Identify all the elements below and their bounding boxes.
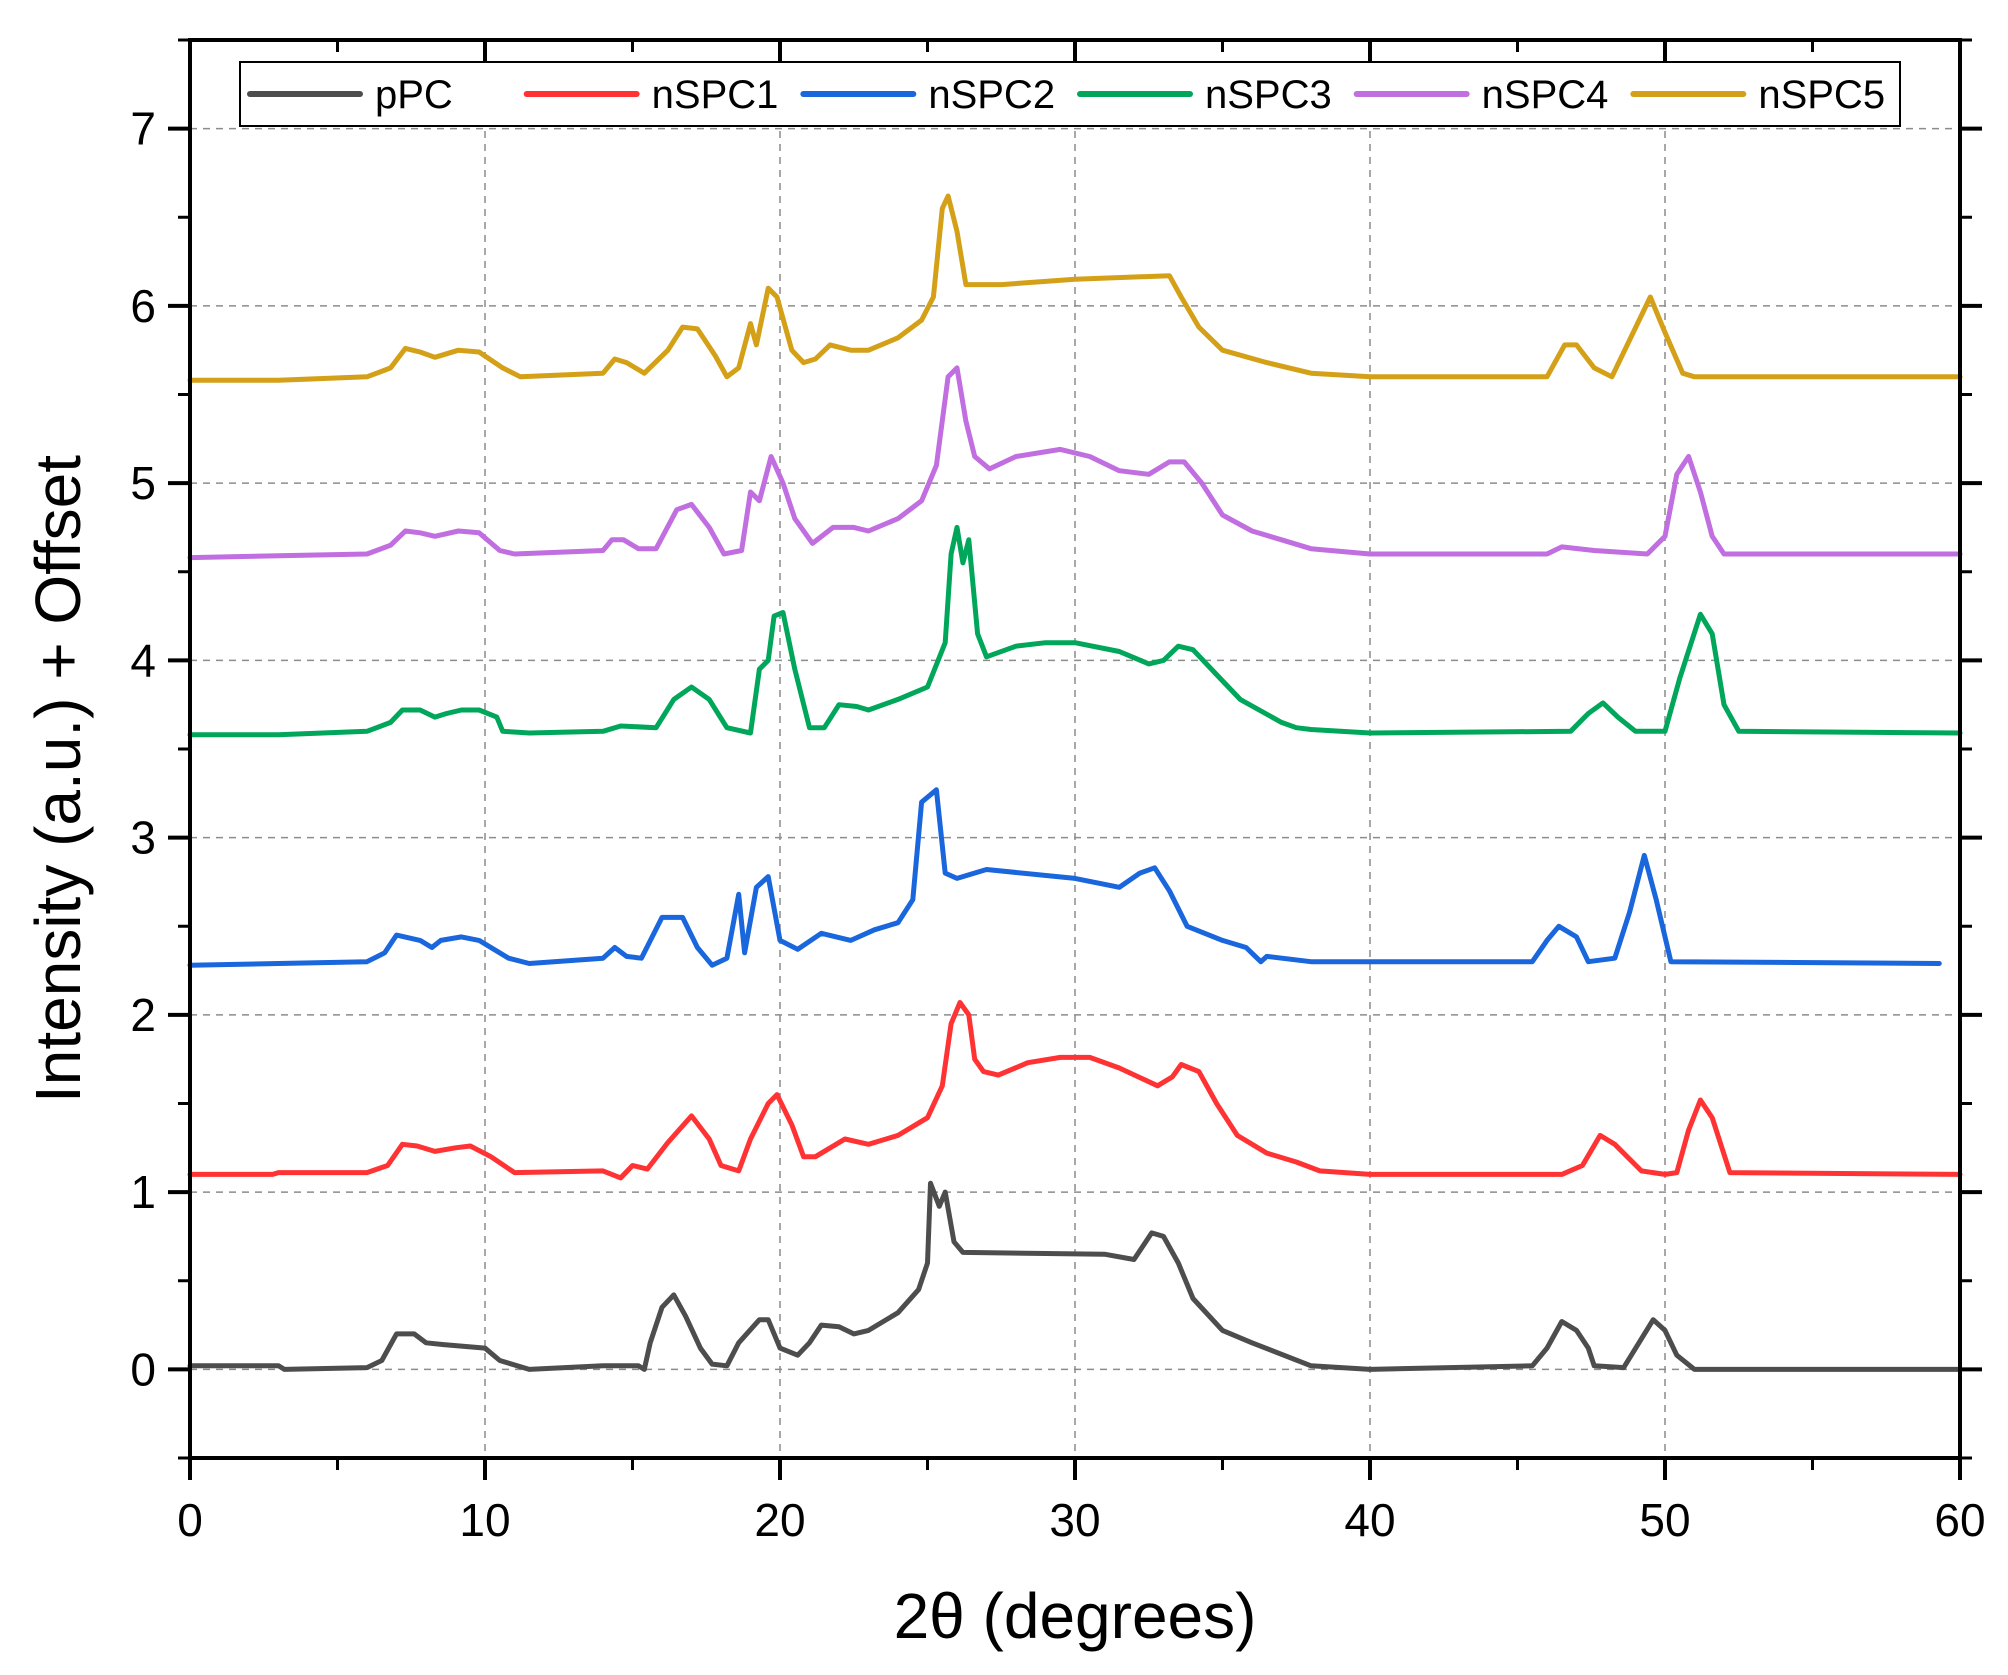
grid-lines [190,40,1960,1458]
y-tick-label: 6 [130,280,156,332]
x-tick-label: 60 [1934,1494,1985,1546]
series-lines [187,193,1963,1372]
series-line-nSPC5 [187,193,1963,383]
x-tick-label: 0 [177,1494,203,1546]
legend-label: nSPC2 [928,73,1055,117]
legend-label: pPC [375,73,453,117]
legend-label: nSPC4 [1482,73,1609,117]
y-tick-label: 3 [130,812,156,864]
series-line-nSPC1 [187,1000,1963,1181]
x-tick-label: 20 [754,1494,805,1546]
y-tick-label: 0 [130,1343,156,1395]
axes: 0 10 20 30 40 50 60 0 1 2 3 4 5 6 7 [130,38,1986,1546]
series-line-nSPC3 [187,524,1963,738]
x-tick-label: 50 [1639,1494,1690,1546]
x-tick-label: 40 [1344,1494,1395,1546]
x-tick-label: 10 [459,1494,510,1546]
legend-label: nSPC1 [652,73,779,117]
legend: pPC nSPC1 nSPC2 nSPC3 nSPC4 nSPC5 [239,61,1901,127]
series-line-pPC [187,1180,1963,1372]
y-axis-title: Intensity (a.u.) + Offset [22,455,94,1103]
y-tick-label: 5 [130,457,156,509]
y-tick-label: 2 [130,989,156,1041]
legend-label: nSPC3 [1205,73,1332,117]
x-tick-label: 30 [1049,1494,1100,1546]
series-line-nSPC2 [187,787,1942,968]
y-tick-label: 1 [130,1166,156,1218]
y-tick-label: 7 [130,103,156,155]
series-line-nSPC4 [187,365,1963,561]
y-tick-label: 4 [130,634,156,686]
legend-box [239,61,1901,127]
x-axis-title: 2θ (degrees) [894,1580,1257,1652]
legend-label: nSPC5 [1758,73,1885,117]
